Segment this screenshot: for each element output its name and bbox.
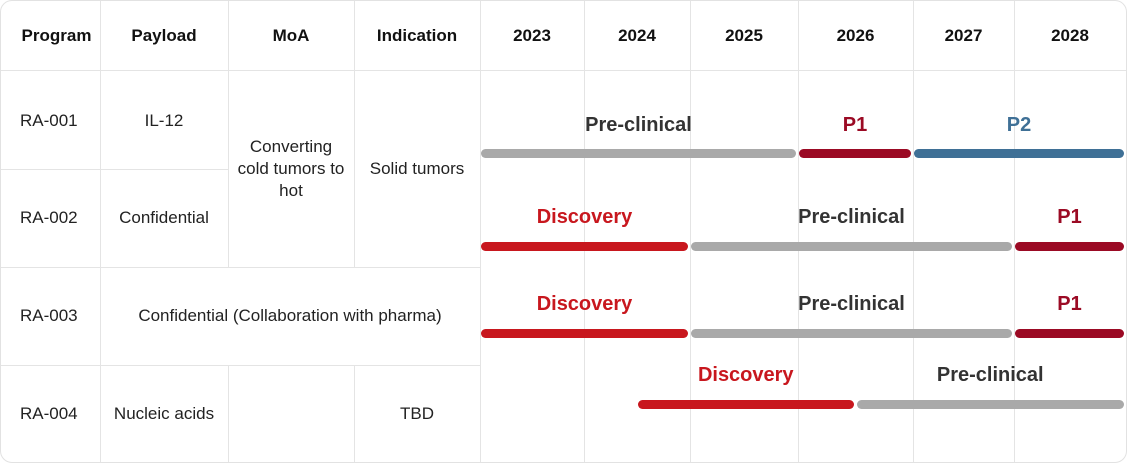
phase-bar-p2-ra-001 — [914, 149, 1124, 158]
grid-line — [913, 1, 914, 462]
grid-line — [354, 365, 355, 462]
phase-label-preclinical-ra-002: Pre-clinical — [798, 206, 905, 228]
phase-bar-preclinical-ra-002 — [691, 242, 1012, 251]
moa-merged: Converting cold tumors to hot — [237, 136, 345, 200]
indication-ra-004: TBD — [400, 403, 434, 423]
grid-line — [1, 169, 228, 170]
payload-ra-001: IL-12 — [144, 111, 184, 130]
phase-bar-discovery-ra-004 — [638, 400, 854, 409]
program-ra-004: RA-004 — [20, 403, 78, 423]
grid-line — [1, 267, 480, 268]
header-year-2026: 2026 — [836, 25, 875, 45]
phase-label-discovery-ra-004: Discovery — [697, 364, 794, 386]
header-year-2023: 2023 — [513, 25, 551, 45]
payload-ra-002: Confidential — [119, 208, 209, 227]
grid-line — [228, 365, 229, 462]
grid-line — [228, 1, 229, 267]
grid-line — [100, 1, 101, 462]
phase-label-p2-ra-001: P2 — [1006, 114, 1032, 136]
header-program: Program — [21, 25, 92, 45]
grid-line — [690, 1, 691, 462]
payload-ra-004: Nucleic acids — [113, 403, 215, 423]
phase-label-p1-ra-003: P1 — [1057, 293, 1082, 315]
grid-line — [798, 1, 799, 462]
phase-bar-p1-ra-001 — [799, 149, 911, 158]
phase-label-p1-ra-002: P1 — [1057, 206, 1082, 228]
phase-bar-p1-ra-003 — [1015, 329, 1124, 338]
phase-bar-discovery-ra-003 — [481, 329, 688, 338]
indication-merged: Solid tumors — [369, 158, 465, 178]
program-ra-003: RA-003 — [20, 306, 78, 325]
program-ra-001: RA-001 — [20, 111, 78, 130]
phase-bar-p1-ra-002 — [1015, 242, 1124, 251]
header-moa: MoA — [272, 25, 310, 45]
header-indication: Indication — [376, 25, 458, 45]
phase-bar-preclinical-ra-001 — [481, 149, 796, 158]
phase-label-discovery-ra-003: Discovery — [536, 293, 633, 315]
header-year-2024: 2024 — [618, 25, 656, 45]
grid-line — [1014, 1, 1015, 462]
phase-bar-preclinical-ra-003 — [691, 329, 1012, 338]
grid-line — [354, 1, 355, 267]
phase-bar-discovery-ra-002 — [481, 242, 688, 251]
phase-label-discovery-ra-002: Discovery — [536, 206, 633, 228]
grid-line — [480, 1, 481, 462]
program-ra-002: RA-002 — [20, 208, 78, 227]
grid-line — [584, 1, 585, 462]
header-year-2027: 2027 — [944, 25, 983, 45]
phase-label-preclinical-ra-003: Pre-clinical — [798, 293, 905, 315]
phase-label-preclinical-ra-004: Pre-clinical — [936, 364, 1044, 386]
phase-label-preclinical-ra-001: Pre-clinical — [585, 114, 692, 136]
header-year-2025: 2025 — [725, 25, 763, 45]
phase-label-p1-ra-001: P1 — [842, 114, 868, 136]
grid-line — [1, 365, 480, 366]
header-year-2028: 2028 — [1051, 25, 1089, 45]
grid-line — [1, 70, 1126, 71]
header-payload: Payload — [131, 25, 197, 45]
phase-bar-preclinical-ra-004 — [856, 400, 1124, 409]
payload-ra-003: Confidential (Collaboration with pharma) — [138, 306, 442, 325]
